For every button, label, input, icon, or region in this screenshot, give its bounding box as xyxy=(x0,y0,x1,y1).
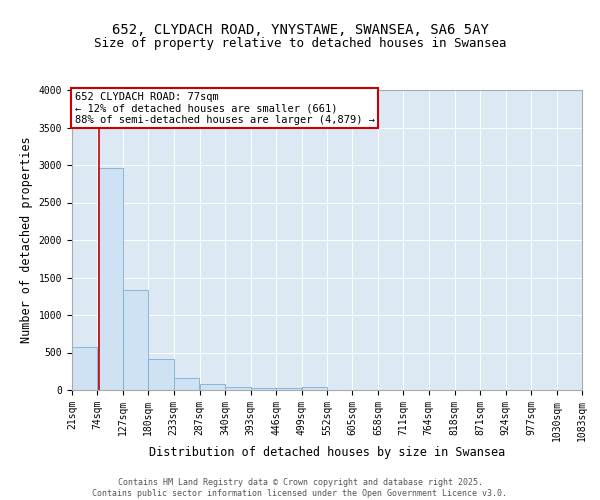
Bar xyxy=(226,386,251,390)
Text: Size of property relative to detached houses in Swansea: Size of property relative to detached ho… xyxy=(94,38,506,51)
X-axis label: Distribution of detached houses by size in Swansea: Distribution of detached houses by size … xyxy=(149,446,505,460)
Bar xyxy=(251,388,276,390)
Bar xyxy=(200,384,225,390)
Bar xyxy=(276,388,301,390)
Text: 652 CLYDACH ROAD: 77sqm
← 12% of detached houses are smaller (661)
88% of semi-d: 652 CLYDACH ROAD: 77sqm ← 12% of detache… xyxy=(74,92,374,124)
Bar xyxy=(148,358,173,390)
Y-axis label: Number of detached properties: Number of detached properties xyxy=(20,136,33,344)
Bar xyxy=(302,386,327,390)
Bar xyxy=(98,168,123,390)
Text: Contains HM Land Registry data © Crown copyright and database right 2025.
Contai: Contains HM Land Registry data © Crown c… xyxy=(92,478,508,498)
Text: 652, CLYDACH ROAD, YNYSTAWE, SWANSEA, SA6 5AY: 652, CLYDACH ROAD, YNYSTAWE, SWANSEA, SA… xyxy=(112,22,488,36)
Bar xyxy=(72,346,97,390)
Bar xyxy=(174,378,199,390)
Bar xyxy=(123,290,148,390)
